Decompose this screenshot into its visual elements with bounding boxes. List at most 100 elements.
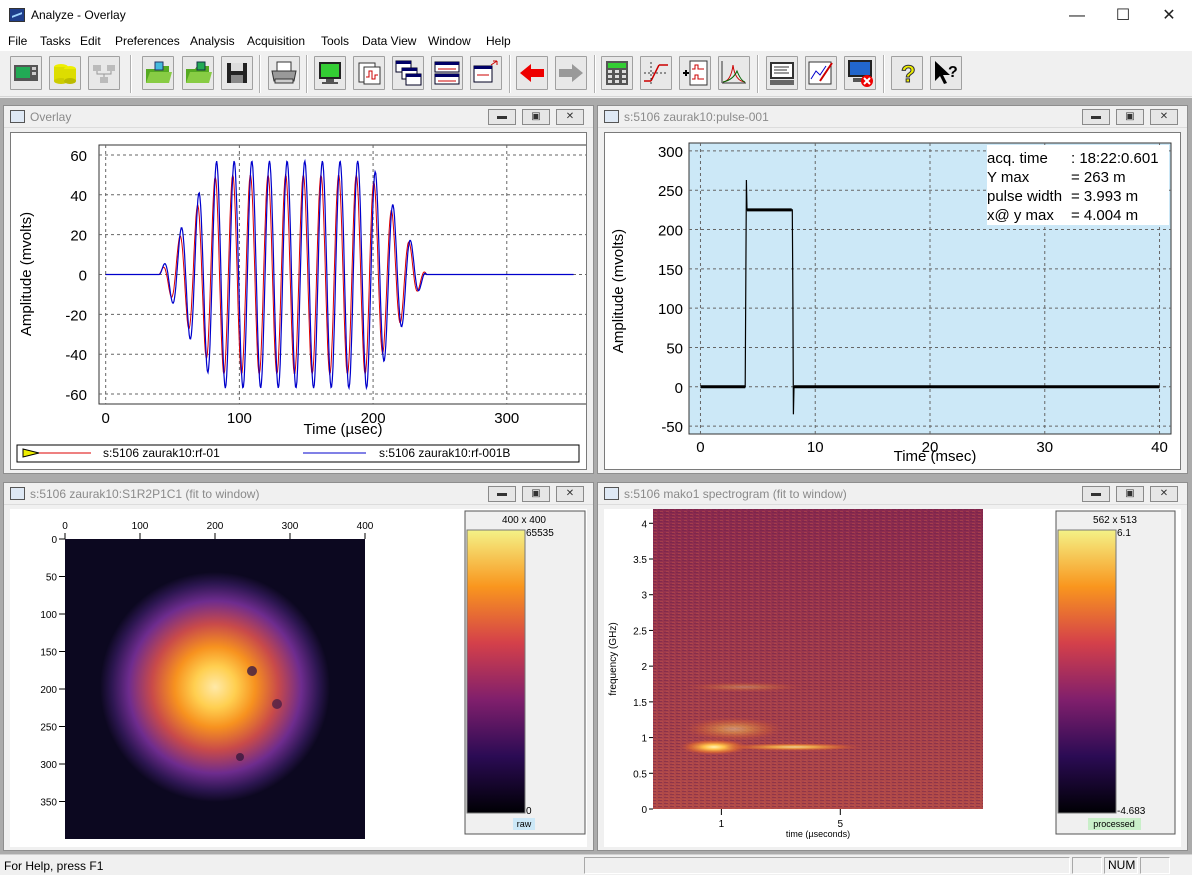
menu-tasks[interactable]: Tasks <box>40 34 71 48</box>
y-tick-label: 350 <box>40 798 57 809</box>
open-folder-2-icon-graphic <box>186 61 212 83</box>
image-x-tick-labels: 0 100 200 300 400 <box>62 521 374 539</box>
spectrogram-window-titlebar[interactable]: s:5106 mako1 spectrogram (fit to window)… <box>598 483 1187 505</box>
image-window-titlebar[interactable]: s:5106 zaurak10:S1R2P1C1 (fit to window)… <box>4 483 593 505</box>
context-help-icon[interactable]: ? <box>930 56 962 90</box>
child-minimize-button[interactable]: ▬ <box>1082 486 1110 502</box>
child-maximize-button[interactable]: ▣ <box>1116 109 1144 125</box>
spectrogram-cbar-min: -4.683 <box>1117 806 1146 817</box>
y-tick-label: 40 <box>70 188 87 205</box>
terminal-icon[interactable] <box>766 56 798 90</box>
print-icon-graphic <box>271 61 297 84</box>
close-button[interactable]: ✕ <box>1162 7 1176 24</box>
open-folder-icon[interactable] <box>142 56 174 90</box>
minimize-button[interactable]: — <box>1069 7 1085 24</box>
y-tick-label: 300 <box>40 760 57 771</box>
x-tick-label: 5 <box>838 819 844 830</box>
y-tick-label: 150 <box>658 262 683 279</box>
spectrogram-window[interactable]: s:5106 mako1 spectrogram (fit to window)… <box>597 482 1188 851</box>
calculator-icon[interactable] <box>601 56 633 90</box>
open-folder-2-icon[interactable] <box>182 56 214 90</box>
image-cbar-min: 0 <box>526 806 532 817</box>
x-tick-label: 200 <box>361 410 386 427</box>
multi-window-icon[interactable] <box>392 56 424 90</box>
image-colorbar <box>466 529 526 814</box>
image-window[interactable]: s:5106 zaurak10:S1R2P1C1 (fit to window)… <box>3 482 594 851</box>
x-tick-label: 40 <box>1151 439 1168 456</box>
back-arrow-icon[interactable] <box>516 56 548 90</box>
child-close-button[interactable]: ✕ <box>1150 486 1178 502</box>
help-icon[interactable]: ? <box>891 56 923 90</box>
child-maximize-button[interactable]: ▣ <box>522 486 550 502</box>
cascade-windows-icon[interactable] <box>470 56 502 90</box>
y-tick-label: 3.5 <box>633 555 647 566</box>
menu-tools[interactable]: Tools <box>321 34 350 48</box>
pulse-chart: 300 250 200 150 100 50 0 -50 0 10 20 30 40 Amplitud… <box>610 142 1172 465</box>
menu-data-view[interactable]: Data View <box>362 34 417 48</box>
spectrogram-x-axis-label: time (µseconds) <box>786 829 850 839</box>
child-minimize-button[interactable]: ▬ <box>488 486 516 502</box>
menu-help[interactable]: Help <box>486 34 511 48</box>
print-icon[interactable] <box>268 56 300 90</box>
monitor-icon[interactable] <box>314 56 346 90</box>
menu-analysis[interactable]: Analysis <box>190 34 235 48</box>
child-maximize-button[interactable]: ▣ <box>1116 486 1144 502</box>
overlay-window[interactable]: Overlay ▬ ▣ ✕ 60 40 20 0 -20 -40 -60 0 100 200 30… <box>3 105 594 474</box>
child-close-button[interactable]: ✕ <box>556 109 584 125</box>
y-tick-label: 2 <box>641 662 647 673</box>
image-view[interactable]: 0 100 200 300 400 0 50 100 150 200 250 300 350 400 … <box>10 509 587 847</box>
pulse-window-titlebar[interactable]: s:5106 zaurak10:pulse-001 ▬ ▣ ✕ <box>598 106 1187 128</box>
add-trace-icon[interactable] <box>679 56 711 90</box>
scope-icon[interactable] <box>10 56 42 90</box>
menu-edit[interactable]: Edit <box>80 34 101 48</box>
edit-graph-icon[interactable] <box>805 56 837 90</box>
menu-window[interactable]: Window <box>428 34 471 48</box>
spectrogram-noise <box>653 509 983 809</box>
legend-label-rf-001b: s:5106 zaurak10:rf-001B <box>379 446 510 460</box>
maximize-button[interactable]: ☐ <box>1115 7 1131 24</box>
y-tick-label: -60 <box>65 387 87 404</box>
y-tick-label: -20 <box>65 307 87 324</box>
info-value: = 263 m <box>1071 169 1126 186</box>
child-close-button[interactable]: ✕ <box>556 486 584 502</box>
y-tick-label: 250 <box>40 723 57 734</box>
database-icon[interactable] <box>49 56 81 90</box>
toolbar-separator <box>509 55 511 93</box>
step-function-icon[interactable] <box>640 56 672 90</box>
menu-preferences[interactable]: Preferences <box>115 34 180 48</box>
save-icon[interactable] <box>221 56 253 90</box>
forward-arrow-icon[interactable] <box>555 56 587 90</box>
disconnect-icon[interactable] <box>844 56 876 90</box>
info-label: acq. time <box>987 150 1048 167</box>
peak-icon[interactable] <box>718 56 750 90</box>
waveform-doc-icon[interactable] <box>353 56 385 90</box>
child-maximize-button[interactable]: ▣ <box>522 109 550 125</box>
overlay-plot[interactable]: 60 40 20 0 -20 -40 -60 0 100 200 300 Amplitude (m… <box>10 132 588 470</box>
network-icon[interactable] <box>88 56 120 90</box>
pulse-plot[interactable]: 300 250 200 150 100 50 0 -50 0 10 20 30 40 Amplitud… <box>604 132 1181 470</box>
waveform-doc-icon-graphic <box>358 62 381 85</box>
y-tick-label: 150 <box>40 648 57 659</box>
open-folder-icon-graphic <box>146 61 172 83</box>
pulse-info-box <box>987 145 1169 225</box>
child-minimize-button[interactable]: ▬ <box>1082 109 1110 125</box>
pulse-y-axis-label: Amplitude (mvolts) <box>610 229 627 353</box>
x-tick-label: 30 <box>1036 439 1053 456</box>
svg-text:?: ? <box>948 64 958 81</box>
tile-windows-icon[interactable] <box>431 56 463 90</box>
overlay-window-titlebar[interactable]: Overlay ▬ ▣ ✕ <box>4 106 593 128</box>
x-tick-label: 10 <box>807 439 824 456</box>
x-tick-label: 0 <box>102 410 110 427</box>
pulse-x-axis-label: Time (msec) <box>894 448 977 465</box>
status-bar: For Help, press F1 NUM <box>0 854 1192 875</box>
child-close-button[interactable]: ✕ <box>1150 109 1178 125</box>
help-icon-graphic: ? <box>901 61 917 89</box>
pulse-baseline <box>700 208 1160 389</box>
menu-file[interactable]: File <box>8 34 28 48</box>
pulse-window[interactable]: s:5106 zaurak10:pulse-001 ▬ ▣ ✕ 300 250 20… <box>597 105 1188 474</box>
info-value: : 18:22:0.601 <box>1071 150 1159 167</box>
legend-marker-icon[interactable] <box>22 448 40 458</box>
menu-acquisition[interactable]: Acquisition <box>247 34 306 48</box>
child-minimize-button[interactable]: ▬ <box>488 109 516 125</box>
